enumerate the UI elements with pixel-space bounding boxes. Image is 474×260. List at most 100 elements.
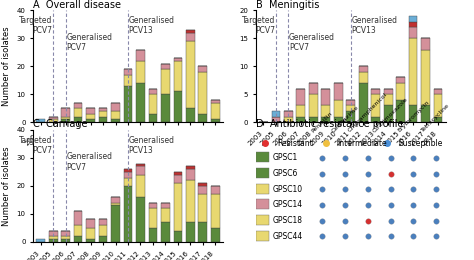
Bar [161, 203, 170, 208]
Bar [199, 66, 207, 72]
Bar [396, 100, 405, 122]
Bar [384, 89, 392, 94]
Text: Generalised
PCV13: Generalised PCV13 [128, 136, 174, 155]
Text: Generalised
PCV13: Generalised PCV13 [128, 16, 174, 35]
Bar [371, 89, 380, 94]
Bar [136, 61, 145, 83]
Bar [409, 22, 418, 27]
Bar [111, 205, 120, 242]
Text: Generalised
PCV13: Generalised PCV13 [351, 16, 397, 35]
Bar [124, 186, 132, 242]
Text: Chloramphenicol: Chloramphenicol [347, 92, 389, 133]
Bar [86, 239, 95, 242]
Bar [61, 116, 70, 119]
Bar [186, 169, 195, 180]
Bar [346, 105, 355, 111]
Bar [74, 236, 82, 242]
Text: D  Antibiotic resistance profile: D Antibiotic resistance profile [256, 119, 403, 129]
Bar [61, 236, 70, 239]
Bar [49, 116, 57, 119]
Text: Tetracycline: Tetracycline [421, 103, 451, 133]
Bar [161, 63, 170, 69]
Bar [173, 183, 182, 231]
Bar [211, 100, 219, 103]
Bar [199, 222, 207, 242]
Bar [136, 175, 145, 197]
Text: GPSC14: GPSC14 [273, 200, 303, 209]
Bar [148, 114, 157, 122]
Bar [421, 105, 430, 122]
Bar [124, 86, 132, 122]
Bar [86, 219, 95, 228]
Bar [321, 89, 330, 105]
Bar [111, 119, 120, 122]
Bar [199, 114, 207, 122]
Bar [434, 89, 442, 94]
Bar [334, 116, 343, 122]
Bar [124, 75, 132, 86]
Bar [148, 94, 157, 114]
Text: C  Carriage: C Carriage [33, 119, 88, 129]
Bar [161, 208, 170, 222]
Bar [272, 116, 280, 122]
Bar [297, 89, 305, 105]
Bar [173, 61, 182, 92]
Bar [409, 105, 418, 122]
Bar [173, 92, 182, 122]
Y-axis label: Number of isolates: Number of isolates [2, 27, 11, 106]
Bar [161, 94, 170, 122]
Bar [86, 108, 95, 114]
Bar [409, 16, 418, 22]
Bar [384, 105, 392, 122]
Bar [74, 225, 82, 236]
Bar [111, 103, 120, 111]
Bar [409, 38, 418, 105]
Bar [124, 169, 132, 172]
Bar [74, 116, 82, 122]
Text: Targeted
PCV7: Targeted PCV7 [242, 16, 275, 35]
FancyBboxPatch shape [256, 215, 269, 225]
Bar [86, 114, 95, 119]
Bar [61, 108, 70, 116]
Bar [148, 228, 157, 242]
Bar [173, 58, 182, 61]
Bar [148, 89, 157, 94]
Bar [346, 100, 355, 105]
Bar [211, 194, 219, 228]
Bar [186, 108, 195, 122]
Bar [99, 225, 108, 236]
FancyBboxPatch shape [256, 231, 269, 241]
Text: Generalised
PCV7: Generalised PCV7 [66, 33, 112, 52]
Y-axis label: Number of isolates: Number of isolates [2, 146, 11, 226]
Bar [199, 183, 207, 186]
Bar [136, 166, 145, 175]
Bar [211, 103, 219, 119]
FancyBboxPatch shape [256, 199, 269, 209]
Bar [99, 108, 108, 111]
Bar [136, 164, 145, 166]
Bar [74, 103, 82, 108]
Bar [99, 219, 108, 225]
Bar [211, 186, 219, 194]
Bar [186, 41, 195, 108]
Text: Penicillin: Penicillin [311, 110, 334, 133]
Bar [272, 111, 280, 116]
Bar [421, 49, 430, 105]
Bar [186, 222, 195, 242]
Bar [161, 69, 170, 94]
FancyBboxPatch shape [256, 184, 269, 194]
Bar [211, 119, 219, 122]
Bar [186, 33, 195, 41]
Bar [74, 108, 82, 116]
Bar [309, 83, 318, 94]
Bar [124, 178, 132, 186]
Bar [211, 228, 219, 242]
Bar [173, 172, 182, 175]
Bar [297, 116, 305, 122]
Text: Intermediate: Intermediate [337, 139, 387, 148]
Bar [297, 105, 305, 116]
Text: Cefotaxime: Cefotaxime [330, 104, 360, 133]
Bar [173, 175, 182, 183]
Bar [384, 94, 392, 105]
Bar [321, 116, 330, 122]
